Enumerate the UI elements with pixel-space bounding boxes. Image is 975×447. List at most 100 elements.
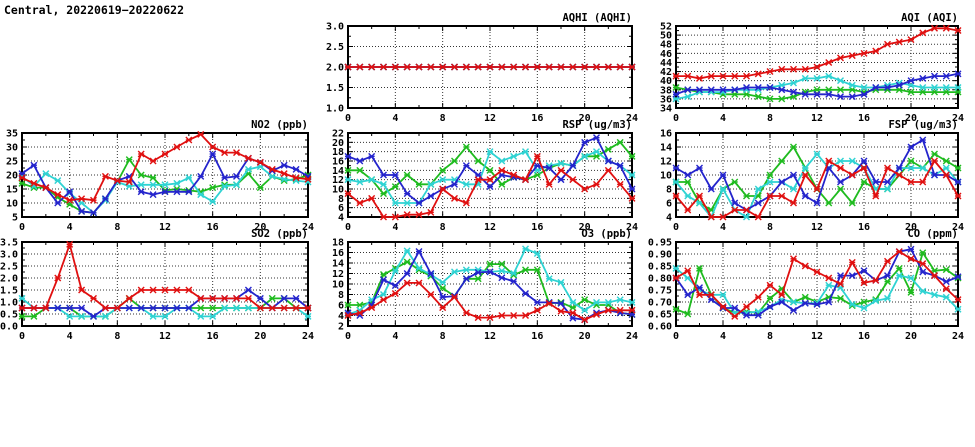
data-point-marker — [684, 171, 692, 179]
y-axis-tick-label: 22 — [332, 129, 344, 140]
data-point-marker — [860, 90, 868, 98]
data-point-marker — [209, 294, 217, 302]
y-axis-tick-label: 6 — [338, 203, 344, 214]
y-axis-tick-label: 4 — [666, 213, 672, 224]
data-point-marker — [872, 47, 880, 55]
x-axis-tick-label: 8 — [767, 222, 773, 233]
data-point-marker — [616, 306, 624, 314]
data-point-marker — [197, 130, 205, 138]
data-point-marker — [628, 63, 636, 71]
data-point-marker — [533, 266, 541, 274]
y-axis-tick-label: 1.5 — [0, 286, 18, 297]
y-axis-tick-label: 18 — [332, 147, 344, 158]
data-point-marker — [197, 312, 205, 320]
data-point-marker — [137, 171, 145, 179]
data-point-marker — [486, 260, 494, 268]
x-axis-tick-label: 0 — [673, 222, 679, 233]
data-point-marker — [54, 191, 62, 199]
data-point-marker — [356, 199, 364, 207]
data-point-marker — [931, 24, 938, 32]
data-point-marker — [149, 312, 157, 320]
y-axis-tick-label: 16 — [332, 248, 344, 259]
x-axis-tick-label: 8 — [440, 222, 446, 233]
data-point-marker — [18, 304, 26, 312]
data-point-marker — [942, 84, 950, 91]
data-point-marker — [569, 309, 577, 317]
series-red — [18, 130, 312, 204]
data-point-marker — [743, 84, 750, 91]
x-axis-tick-label: 24 — [302, 331, 314, 342]
data-point-marker — [391, 213, 399, 221]
data-point-marker — [533, 63, 541, 71]
y-axis-tick-label: 8 — [338, 290, 344, 301]
data-point-marker — [244, 304, 252, 312]
data-point-marker — [848, 52, 856, 60]
data-point-marker — [451, 157, 458, 165]
data-point-marker — [292, 174, 300, 182]
data-point-marker — [672, 84, 680, 91]
data-point-marker — [696, 264, 703, 272]
data-point-marker — [766, 303, 774, 311]
data-point-marker — [545, 299, 553, 307]
x-axis-tick-label: 4 — [392, 331, 398, 342]
x-axis-tick-label: 24 — [302, 222, 314, 233]
data-point-marker — [498, 63, 506, 71]
data-point-marker — [280, 175, 288, 183]
data-point-marker — [813, 90, 821, 98]
y-axis-tick-label: 20 — [6, 171, 18, 182]
data-point-marker — [197, 172, 205, 180]
y-axis-tick-label: 16 — [660, 129, 672, 140]
data-point-marker — [672, 178, 680, 186]
data-point-marker — [209, 312, 217, 320]
data-point-marker — [696, 192, 703, 200]
x-axis-tick-label: 12 — [811, 331, 823, 342]
data-point-marker — [356, 309, 364, 317]
x-axis-tick-label: 16 — [858, 113, 870, 124]
data-point-marker — [790, 171, 797, 179]
data-point-marker — [149, 304, 157, 312]
data-point-marker — [78, 312, 86, 320]
data-point-marker — [778, 65, 786, 73]
data-point-marker — [439, 176, 447, 184]
data-point-marker — [42, 304, 50, 312]
data-point-marker — [931, 157, 938, 165]
y-axis-tick-label: 10 — [332, 185, 344, 196]
data-point-marker — [672, 274, 680, 282]
data-point-marker — [848, 93, 856, 101]
data-point-marker — [872, 84, 880, 91]
data-point-marker — [754, 93, 762, 101]
data-point-marker — [304, 312, 312, 320]
data-point-marker — [557, 176, 565, 184]
data-point-marker — [344, 301, 352, 309]
y-axis-tick-label: 20 — [332, 138, 344, 149]
data-point-marker — [684, 72, 692, 80]
data-point-marker — [510, 312, 518, 319]
data-point-marker — [233, 172, 240, 180]
data-point-marker — [66, 312, 74, 320]
data-point-marker — [813, 300, 821, 308]
x-axis-tick-label: 8 — [114, 331, 120, 342]
tick-marks — [21, 132, 309, 218]
data-point-marker — [754, 84, 762, 91]
data-point-marker — [233, 181, 240, 189]
data-point-marker — [391, 282, 399, 290]
data-point-marker — [942, 164, 950, 172]
data-point-marker — [221, 174, 229, 182]
data-point-marker — [731, 178, 739, 186]
data-point-marker — [919, 260, 927, 268]
data-point-marker — [872, 192, 880, 200]
data-point-marker — [545, 164, 553, 172]
y-axis-tick-label: 2 — [338, 322, 344, 333]
data-point-marker — [486, 166, 494, 174]
data-point-marker — [707, 213, 715, 221]
data-point-marker — [233, 294, 240, 302]
y-axis-tick-label: 40 — [660, 76, 672, 87]
data-point-marker — [848, 199, 856, 207]
data-point-marker — [754, 199, 762, 207]
y-axis-tick-label: 1.5 — [326, 83, 344, 94]
data-point-marker — [884, 272, 891, 280]
data-point-marker — [931, 171, 938, 179]
data-point-marker — [533, 306, 541, 314]
x-axis-tick-label: 20 — [579, 222, 591, 233]
chart-title: AQI (AQI) — [901, 12, 958, 24]
